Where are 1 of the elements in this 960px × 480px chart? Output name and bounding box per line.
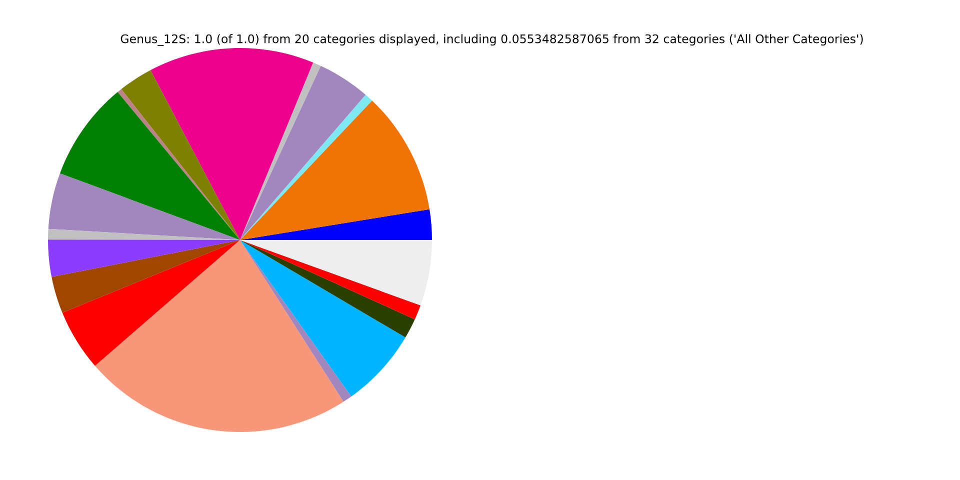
- text: Genus_12S: 1.0 (of 1.0) from 20 categories displayed, including 0.0553482587065 from 32 categories ('All Other Categories'): [120, 34, 863, 46]
